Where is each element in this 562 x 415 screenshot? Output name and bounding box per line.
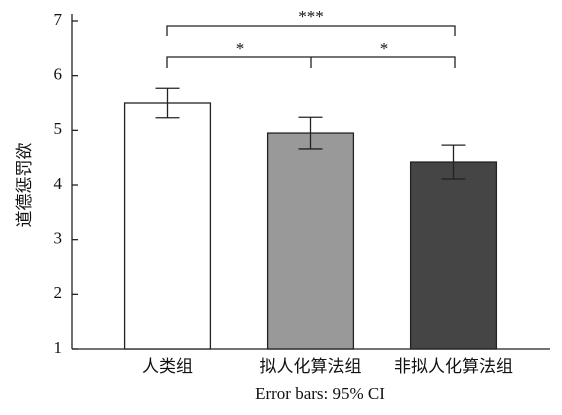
x-tick-label: 人类组 bbox=[142, 357, 193, 376]
significance-label: * bbox=[380, 39, 389, 58]
x-tick-label: 非拟人化算法组 bbox=[394, 357, 513, 376]
significance-label: * bbox=[236, 39, 245, 58]
significance-label: *** bbox=[298, 7, 324, 26]
y-tick-label: 2 bbox=[54, 283, 63, 302]
y-tick-label: 1 bbox=[54, 338, 63, 357]
bar bbox=[123, 102, 212, 350]
x-axis-label: Error bars: 95% CI bbox=[255, 384, 385, 403]
y-axis-label: 道德惩罚欲 bbox=[15, 143, 34, 228]
y-tick-label: 6 bbox=[54, 65, 63, 84]
y-tick-label: 3 bbox=[54, 229, 63, 248]
significance-bracket bbox=[166, 56, 456, 68]
significance-bracket bbox=[166, 25, 456, 36]
bar bbox=[266, 132, 355, 350]
bar bbox=[409, 161, 498, 350]
y-tick-label: 5 bbox=[54, 119, 63, 138]
y-tick-label: 7 bbox=[54, 10, 63, 29]
x-tick-label: 拟人化算法组 bbox=[260, 357, 362, 376]
y-tick-label: 4 bbox=[54, 174, 63, 193]
